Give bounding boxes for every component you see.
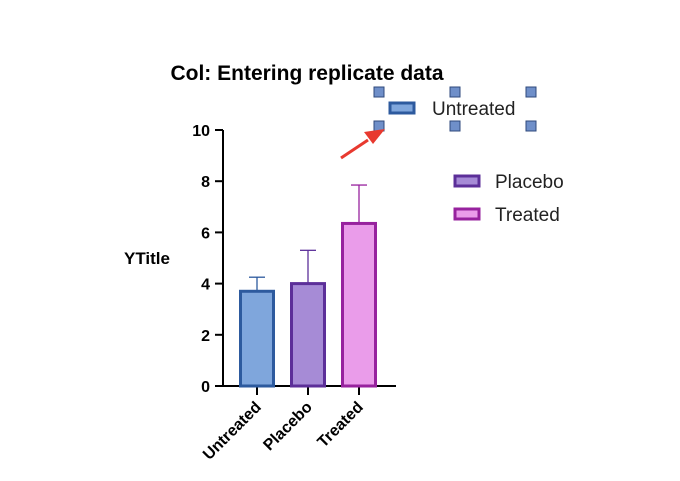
- resize-handle[interactable]: [449, 86, 461, 98]
- y-axis: 0 2 4 6 8 10: [192, 123, 224, 396]
- bar-placebo: [290, 249, 326, 388]
- annotation-arrow: [340, 129, 385, 160]
- y-tick-label: 6: [201, 225, 210, 242]
- bar-rect: [290, 282, 326, 388]
- legend-label: Placebo: [495, 172, 564, 193]
- legend-swatch: [388, 101, 416, 115]
- bar-rect: [239, 289, 275, 388]
- x-tick-label: Untreated: [200, 399, 265, 464]
- legend-label: Treated: [495, 205, 560, 226]
- resize-handle[interactable]: [525, 86, 537, 98]
- y-tick-label: 8: [201, 174, 210, 191]
- bar-treated: [341, 184, 377, 388]
- resize-handle[interactable]: [525, 120, 537, 132]
- x-tick-label: Placebo: [260, 399, 316, 455]
- bar-rect: [341, 221, 377, 388]
- x-tick-label: Treated: [315, 399, 367, 451]
- chart-title: Col: Entering replicate data: [170, 62, 443, 85]
- resize-handle[interactable]: [373, 86, 385, 98]
- bars: [239, 184, 377, 388]
- legend-item-placebo[interactable]: Placebo: [453, 172, 564, 193]
- y-tick-label: 0: [201, 379, 210, 396]
- bar-untreated: [239, 276, 275, 388]
- y-tick-label: 10: [192, 123, 210, 140]
- legend[interactable]: Untreated Placebo Treated: [373, 86, 564, 226]
- y-tick-label: 2: [201, 328, 210, 345]
- resize-handle[interactable]: [449, 120, 461, 132]
- y-tick-label: 4: [201, 277, 210, 294]
- y-axis-label: YTitle: [124, 249, 170, 268]
- legend-swatch: [453, 174, 481, 188]
- selection-handles[interactable]: [373, 86, 537, 132]
- legend-item-treated[interactable]: Treated: [453, 205, 560, 226]
- legend-swatch: [453, 207, 481, 221]
- legend-item-untreated[interactable]: Untreated: [388, 99, 515, 120]
- legend-label: Untreated: [432, 99, 515, 120]
